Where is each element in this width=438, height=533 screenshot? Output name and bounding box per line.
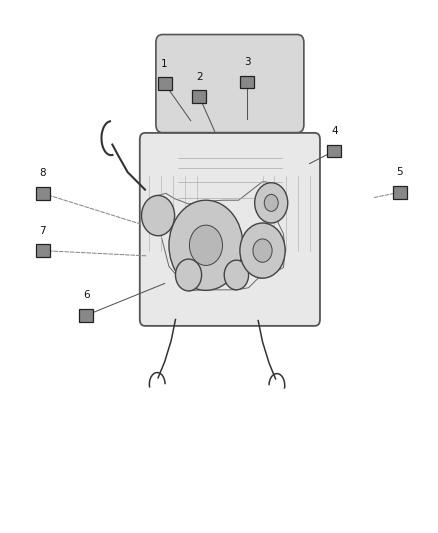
FancyBboxPatch shape [158, 77, 172, 90]
FancyBboxPatch shape [36, 187, 49, 200]
Circle shape [264, 195, 278, 212]
FancyBboxPatch shape [79, 309, 93, 321]
FancyBboxPatch shape [36, 244, 49, 257]
FancyBboxPatch shape [156, 35, 304, 133]
Circle shape [169, 200, 243, 290]
Circle shape [253, 239, 272, 262]
Circle shape [224, 260, 249, 290]
FancyBboxPatch shape [392, 186, 406, 199]
FancyBboxPatch shape [327, 144, 341, 157]
Circle shape [141, 196, 175, 236]
FancyBboxPatch shape [140, 133, 320, 326]
Text: 6: 6 [83, 290, 89, 301]
Circle shape [254, 183, 288, 223]
Circle shape [240, 223, 285, 278]
Text: 3: 3 [244, 57, 251, 67]
FancyBboxPatch shape [192, 91, 206, 103]
Text: 2: 2 [196, 72, 203, 82]
Text: 5: 5 [396, 167, 403, 177]
Circle shape [176, 259, 201, 291]
Text: 4: 4 [331, 126, 338, 136]
Text: 8: 8 [39, 168, 46, 179]
Text: 1: 1 [161, 59, 168, 69]
Text: 7: 7 [39, 226, 46, 236]
FancyBboxPatch shape [240, 76, 254, 88]
Circle shape [189, 225, 223, 265]
